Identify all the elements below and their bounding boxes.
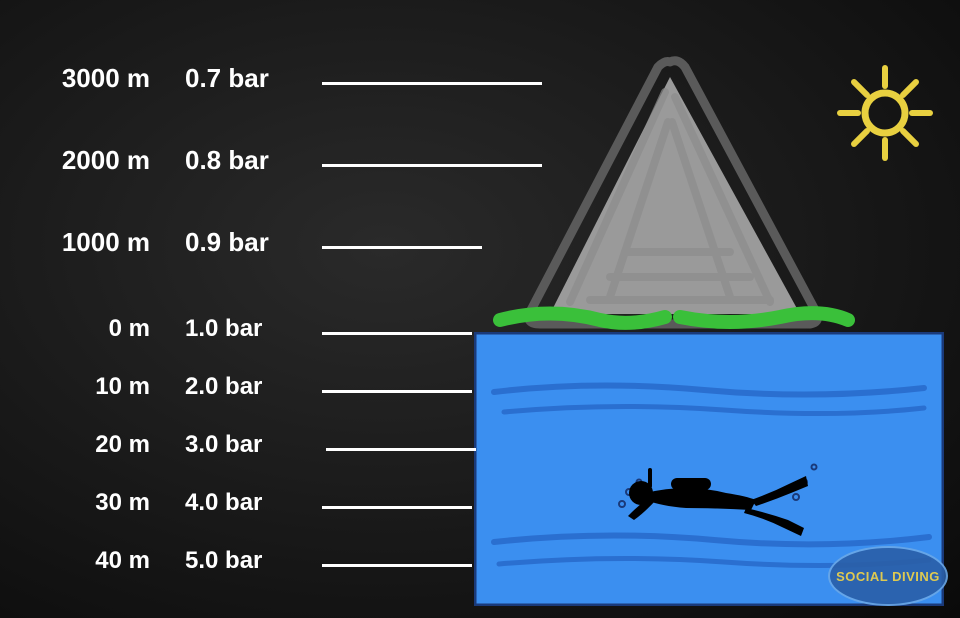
pressure-row: 20 m 3.0 bar: [0, 431, 325, 459]
pressure-label: 3.0 bar: [185, 431, 325, 459]
pressure-row: 40 m 5.0 bar: [0, 547, 325, 575]
pressure-label: 0.9 bar: [185, 227, 325, 258]
depth-label: 1000 m: [0, 227, 150, 258]
diver-icon: [596, 458, 816, 538]
tick-line: [322, 82, 542, 85]
depth-label: 10 m: [0, 373, 150, 401]
tick-line: [322, 506, 472, 509]
pressure-label: 2.0 bar: [185, 373, 325, 401]
pressure-row: 3000 m 0.7 bar: [0, 63, 325, 94]
tick-line: [322, 332, 472, 335]
pressure-row: 30 m 4.0 bar: [0, 489, 325, 517]
pressure-label: 1.0 bar: [185, 315, 325, 343]
pressure-row: 2000 m 0.8 bar: [0, 145, 325, 176]
tick-line: [322, 390, 472, 393]
depth-label: 20 m: [0, 431, 150, 459]
tick-line: [322, 246, 482, 249]
pressure-label: 0.8 bar: [185, 145, 325, 176]
logo-badge: SOCIAL DIVING: [828, 546, 948, 606]
tick-line: [322, 164, 542, 167]
mountain-icon: [470, 52, 870, 337]
depth-label: 40 m: [0, 547, 150, 575]
logo-text: SOCIAL DIVING: [836, 569, 940, 584]
pressure-label: 0.7 bar: [185, 63, 325, 94]
pressure-row: 0 m 1.0 bar: [0, 315, 325, 343]
depth-label: 2000 m: [0, 145, 150, 176]
pressure-row: 1000 m 0.9 bar: [0, 227, 325, 258]
depth-label: 0 m: [0, 315, 150, 343]
pressure-label: 4.0 bar: [185, 489, 325, 517]
pressure-row: 10 m 2.0 bar: [0, 373, 325, 401]
sun-icon: [830, 58, 940, 168]
tick-line: [322, 564, 472, 567]
depth-label: 3000 m: [0, 63, 150, 94]
depth-label: 30 m: [0, 489, 150, 517]
tick-line: [326, 448, 476, 451]
pressure-label: 5.0 bar: [185, 547, 325, 575]
